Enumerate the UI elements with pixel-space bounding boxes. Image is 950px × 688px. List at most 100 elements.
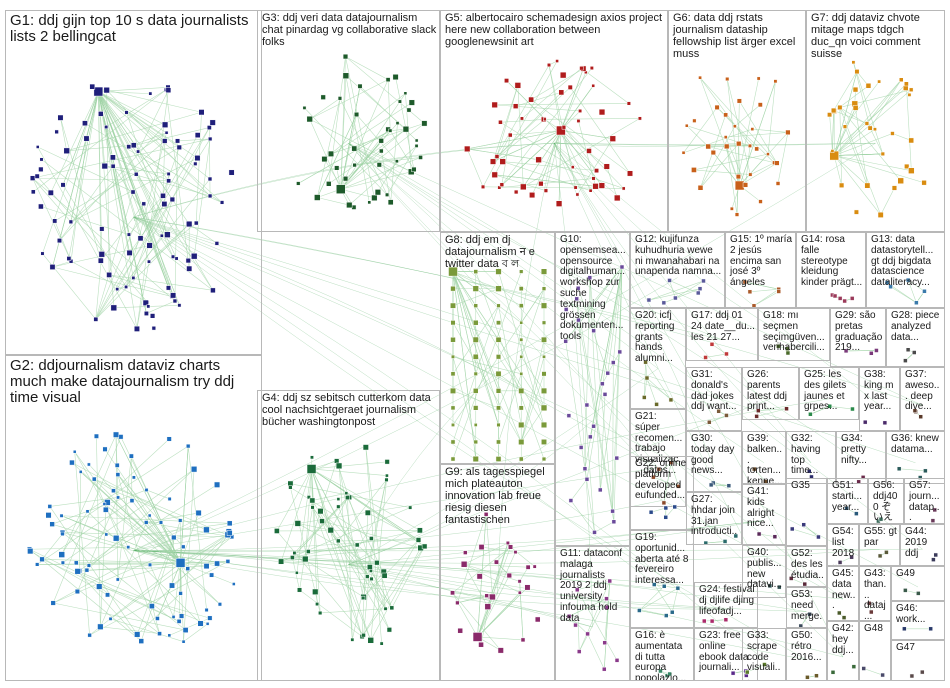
- node[interactable]: [661, 300, 667, 306]
- node[interactable]: [495, 336, 502, 343]
- group-g13[interactable]: G13: data datastorytell... gt ddj bigdat…: [866, 232, 945, 308]
- node[interactable]: [852, 104, 859, 111]
- node[interactable]: [703, 540, 709, 545]
- node[interactable]: [591, 176, 596, 181]
- node[interactable]: [58, 551, 65, 558]
- node[interactable]: [798, 623, 804, 628]
- node[interactable]: [137, 235, 144, 242]
- group-g8[interactable]: G8: ddj em dj datajournalism न e twitter…: [440, 232, 555, 464]
- node[interactable]: [575, 192, 580, 197]
- node[interactable]: [877, 211, 884, 218]
- node[interactable]: [115, 287, 120, 292]
- node[interactable]: [908, 167, 915, 174]
- node[interactable]: [589, 66, 594, 71]
- node[interactable]: [681, 150, 686, 155]
- group-g28[interactable]: G28: piece analyzed data...: [886, 308, 945, 367]
- group-g46[interactable]: G46: work...: [891, 601, 945, 640]
- node[interactable]: [736, 141, 742, 147]
- node[interactable]: [541, 371, 547, 377]
- node[interactable]: [143, 311, 149, 316]
- node[interactable]: [735, 174, 741, 180]
- node[interactable]: [448, 266, 458, 277]
- group-g49[interactable]: G49: [891, 566, 945, 601]
- node[interactable]: [181, 639, 186, 644]
- node[interactable]: [385, 473, 389, 478]
- node[interactable]: [99, 226, 105, 232]
- node[interactable]: [578, 109, 583, 113]
- node[interactable]: [131, 475, 136, 480]
- node[interactable]: [91, 476, 97, 482]
- node[interactable]: [450, 387, 456, 394]
- node[interactable]: [532, 564, 537, 569]
- node[interactable]: [585, 631, 590, 637]
- node[interactable]: [575, 285, 581, 291]
- node[interactable]: [115, 577, 120, 582]
- node[interactable]: [525, 564, 531, 570]
- node[interactable]: [684, 123, 689, 128]
- node[interactable]: [614, 455, 620, 461]
- node[interactable]: [723, 135, 728, 139]
- node[interactable]: [579, 66, 584, 71]
- node[interactable]: [369, 576, 374, 581]
- node[interactable]: [478, 641, 484, 648]
- node[interactable]: [93, 86, 104, 97]
- group-g39[interactable]: G39: balken... torten... kenne...: [742, 431, 786, 484]
- node[interactable]: [489, 593, 496, 601]
- node[interactable]: [209, 119, 216, 126]
- node[interactable]: [862, 419, 868, 425]
- node[interactable]: [361, 595, 366, 600]
- group-g25[interactable]: G25: les des gilets jaunes et grpes...: [799, 367, 859, 420]
- node[interactable]: [315, 602, 320, 607]
- node[interactable]: [742, 182, 749, 188]
- group-g45[interactable]: G45: data new...: [827, 566, 859, 621]
- node[interactable]: [78, 470, 83, 474]
- node[interactable]: [777, 584, 782, 590]
- node[interactable]: [891, 185, 898, 191]
- node[interactable]: [158, 520, 164, 525]
- node[interactable]: [495, 456, 502, 462]
- node[interactable]: [126, 232, 131, 237]
- node[interactable]: [495, 285, 502, 292]
- node[interactable]: [767, 583, 773, 589]
- node[interactable]: [418, 155, 423, 160]
- node[interactable]: [186, 265, 193, 272]
- node[interactable]: [880, 151, 885, 156]
- node[interactable]: [851, 60, 856, 65]
- node[interactable]: [342, 53, 349, 60]
- node[interactable]: [566, 614, 572, 619]
- node[interactable]: [93, 433, 99, 439]
- node[interactable]: [909, 87, 914, 92]
- node[interactable]: [499, 182, 505, 187]
- node[interactable]: [491, 171, 498, 178]
- node[interactable]: [336, 184, 346, 194]
- node[interactable]: [138, 638, 145, 644]
- node[interactable]: [175, 558, 186, 568]
- node[interactable]: [514, 82, 522, 89]
- node[interactable]: [496, 320, 501, 326]
- node[interactable]: [920, 669, 925, 675]
- node[interactable]: [865, 82, 872, 89]
- node[interactable]: [830, 670, 836, 675]
- node[interactable]: [506, 572, 512, 579]
- node[interactable]: [524, 584, 531, 591]
- node[interactable]: [318, 610, 323, 616]
- node[interactable]: [517, 579, 522, 584]
- node[interactable]: [130, 189, 136, 195]
- node[interactable]: [512, 103, 519, 109]
- node[interactable]: [35, 145, 40, 149]
- node[interactable]: [816, 534, 821, 540]
- node[interactable]: [133, 325, 140, 332]
- node[interactable]: [849, 296, 855, 301]
- node[interactable]: [450, 439, 456, 445]
- node[interactable]: [415, 537, 422, 543]
- node[interactable]: [321, 156, 328, 163]
- node[interactable]: [171, 534, 177, 541]
- group-g20[interactable]: G20: icfj reporting grants hands alumni.…: [630, 308, 686, 409]
- node[interactable]: [54, 129, 59, 135]
- node[interactable]: [314, 194, 321, 201]
- node[interactable]: [483, 512, 489, 517]
- node[interactable]: [602, 666, 607, 672]
- group-g55[interactable]: G55: gt par: [859, 524, 900, 566]
- node[interactable]: [733, 533, 739, 539]
- node[interactable]: [784, 406, 789, 411]
